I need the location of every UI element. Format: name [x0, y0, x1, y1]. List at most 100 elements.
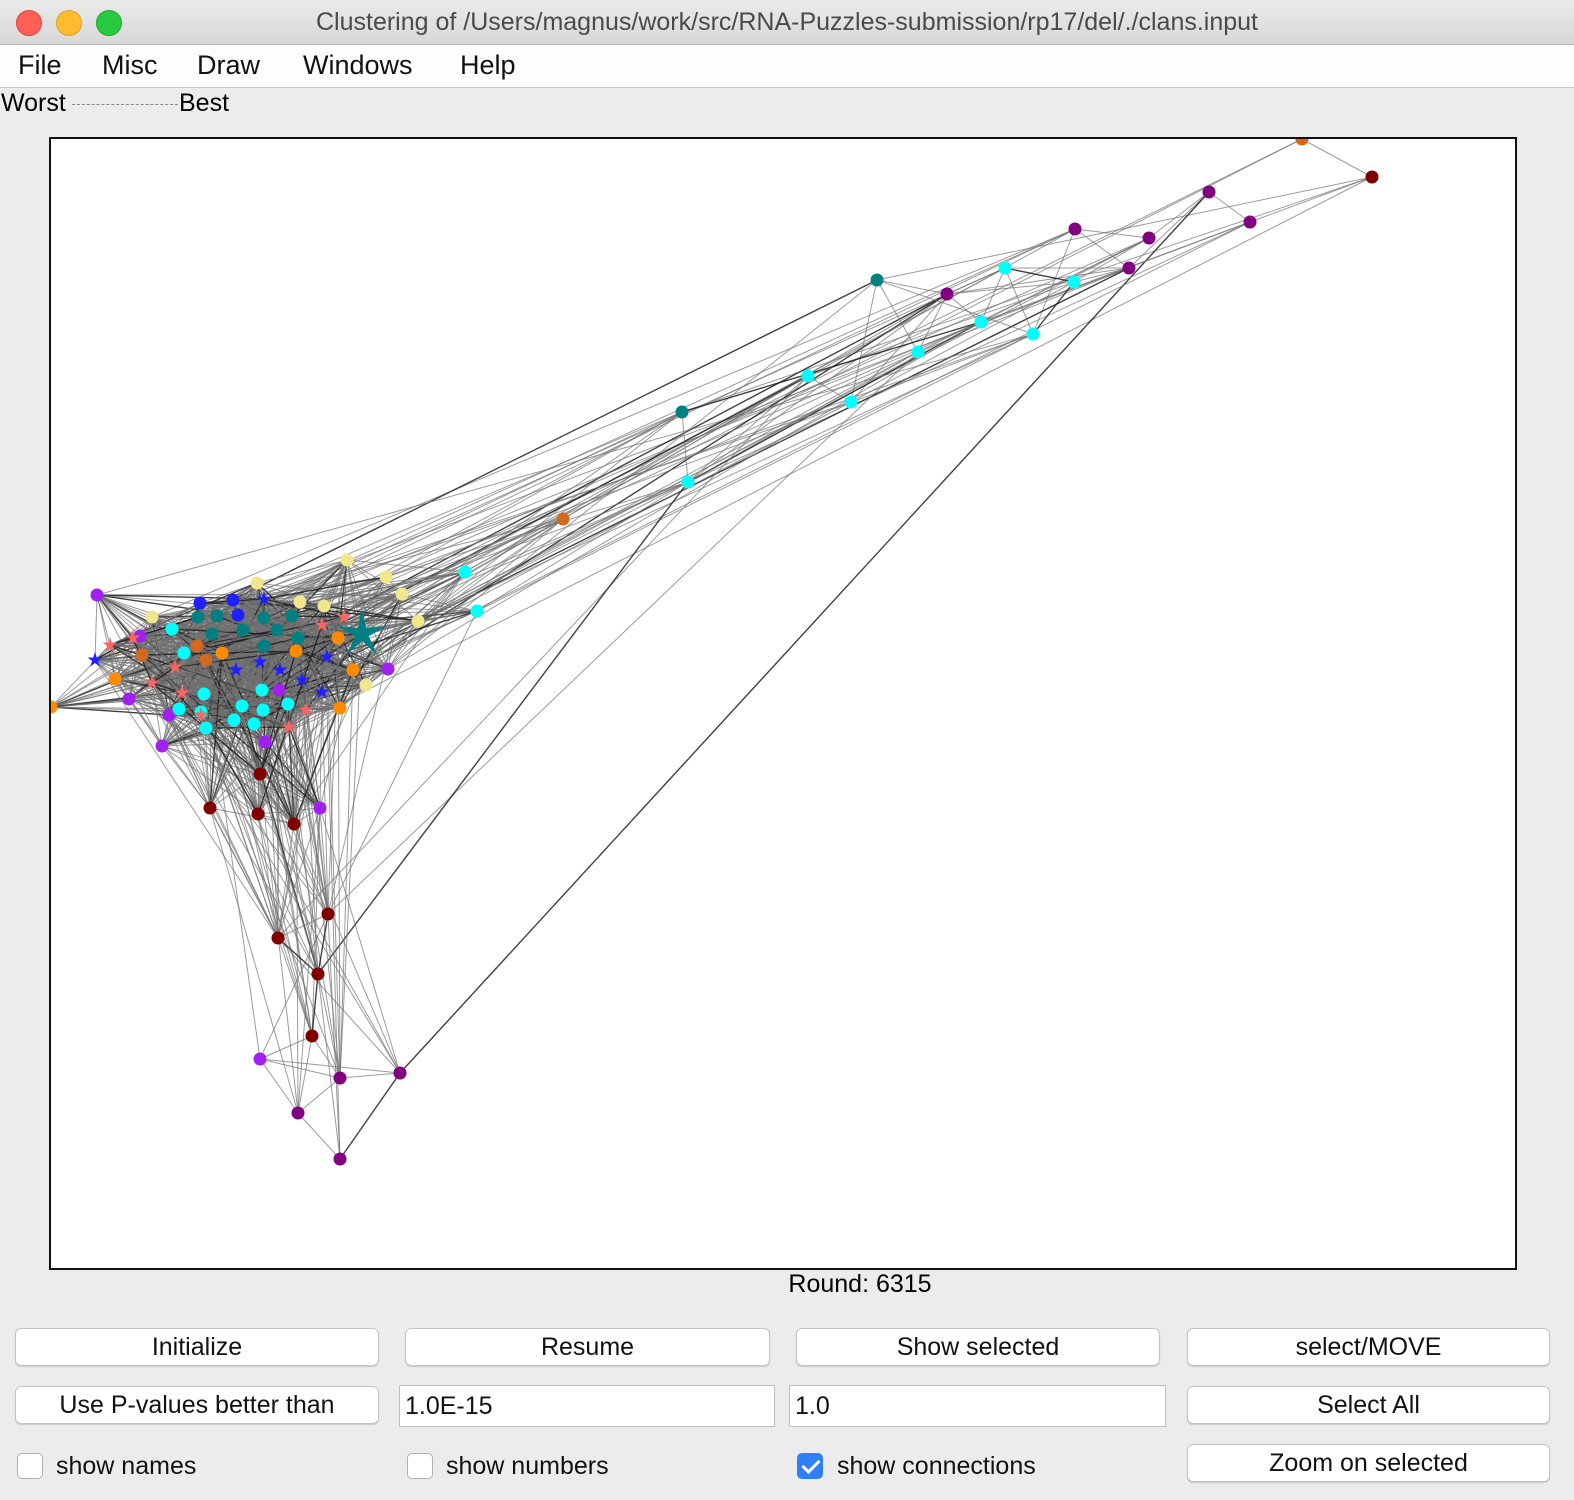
selected-node-star[interactable]	[125, 630, 141, 645]
sequence-node[interactable]	[177, 646, 191, 660]
selected-node-star[interactable]	[167, 659, 183, 674]
sequence-node[interactable]	[321, 907, 335, 921]
show-connections-checkbox[interactable]	[797, 1453, 823, 1479]
sequence-node[interactable]	[1202, 185, 1216, 199]
sequence-node[interactable]	[257, 639, 271, 653]
select-move-button[interactable]: select/MOVE	[1187, 1328, 1550, 1366]
sequence-nodes[interactable]	[51, 139, 1379, 1166]
sequence-node[interactable]	[235, 699, 249, 713]
sequence-node[interactable]	[205, 627, 219, 641]
sequence-node[interactable]	[165, 622, 179, 636]
sequence-node[interactable]	[311, 967, 325, 981]
use-pvalues-button[interactable]: Use P-values better than	[15, 1386, 379, 1424]
menu-file[interactable]: File	[18, 50, 62, 80]
sequence-node[interactable]	[870, 273, 884, 287]
selected-node-star[interactable]	[252, 654, 268, 669]
sequence-node[interactable]	[393, 1066, 407, 1080]
sequence-node[interactable]	[271, 931, 285, 945]
selected-node-star[interactable]	[319, 649, 335, 664]
sequence-node[interactable]	[90, 588, 104, 602]
sequence-node[interactable]	[272, 683, 286, 697]
sequence-node[interactable]	[1068, 222, 1082, 236]
sequence-node[interactable]	[675, 405, 689, 419]
sequence-node[interactable]	[333, 701, 347, 715]
sequence-node[interactable]	[145, 610, 159, 624]
sequence-node[interactable]	[247, 717, 261, 731]
sequence-node[interactable]	[359, 678, 373, 692]
selected-node-star[interactable]	[193, 707, 209, 722]
selected-node-star[interactable]	[272, 662, 288, 677]
sequence-node[interactable]	[395, 587, 409, 601]
show-names-checkbox[interactable]	[17, 1453, 43, 1479]
sequence-node[interactable]	[1243, 215, 1257, 229]
menu-draw[interactable]: Draw	[197, 50, 261, 80]
selected-node-star[interactable]	[281, 719, 297, 734]
close-window-button[interactable]	[16, 10, 42, 36]
sequence-node[interactable]	[281, 697, 295, 711]
maximize-window-button[interactable]	[96, 10, 122, 36]
selected-node-star[interactable]	[314, 684, 330, 699]
sequence-node[interactable]	[108, 672, 122, 686]
sequence-node[interactable]	[974, 315, 988, 329]
sequence-node[interactable]	[255, 683, 269, 697]
sequence-node[interactable]	[801, 369, 815, 383]
sequence-node[interactable]	[1026, 327, 1040, 341]
sequence-node[interactable]	[285, 609, 299, 623]
selected-node-star[interactable]	[144, 675, 160, 690]
selected-node-star[interactable]	[174, 685, 190, 700]
sequence-node[interactable]	[681, 475, 695, 489]
initialize-button[interactable]: Initialize	[15, 1328, 379, 1366]
sequence-node[interactable]	[346, 663, 360, 677]
selected-node-star[interactable]	[102, 637, 118, 652]
sequence-node[interactable]	[231, 608, 245, 622]
sequence-node[interactable]	[51, 700, 58, 714]
sequence-node[interactable]	[381, 662, 395, 676]
sequence-node[interactable]	[1067, 275, 1081, 289]
sequence-node[interactable]	[122, 692, 136, 706]
sequence-node[interactable]	[291, 631, 305, 645]
sequence-node[interactable]	[844, 395, 858, 409]
menu-help[interactable]: Help	[460, 50, 516, 80]
selected-node-star[interactable]	[87, 652, 103, 667]
sequence-node[interactable]	[293, 595, 307, 609]
sequence-node[interactable]	[250, 576, 264, 590]
cluster-graph-canvas[interactable]	[49, 137, 1517, 1270]
selected-node-star[interactable]	[294, 672, 310, 687]
sequence-node[interactable]	[193, 596, 207, 610]
sequence-node[interactable]	[1122, 261, 1136, 275]
sequence-node[interactable]	[470, 604, 484, 618]
sequence-node[interactable]	[1295, 139, 1309, 146]
pvalue-input[interactable]: 1.0E-15	[399, 1385, 775, 1427]
sequence-node[interactable]	[1365, 170, 1379, 184]
sequence-node[interactable]	[253, 1052, 267, 1066]
sequence-node[interactable]	[210, 609, 224, 623]
minimize-window-button[interactable]	[56, 10, 82, 36]
sequence-node[interactable]	[203, 801, 217, 815]
sequence-node[interactable]	[197, 687, 211, 701]
sequence-node[interactable]	[998, 261, 1012, 275]
zoom-on-selected-button[interactable]: Zoom on selected	[1187, 1444, 1550, 1482]
secondary-value-input[interactable]: 1.0	[789, 1385, 1166, 1427]
sequence-node[interactable]	[411, 614, 425, 628]
sequence-node[interactable]	[258, 735, 272, 749]
selected-node-star[interactable]	[336, 609, 352, 624]
sequence-node[interactable]	[305, 1029, 319, 1043]
sequence-node[interactable]	[556, 512, 570, 526]
resume-button[interactable]: Resume	[405, 1328, 770, 1366]
sequence-node[interactable]	[215, 646, 229, 660]
sequence-node[interactable]	[257, 611, 271, 625]
sequence-node[interactable]	[1142, 231, 1156, 245]
sequence-node[interactable]	[313, 801, 327, 815]
sequence-node[interactable]	[333, 1071, 347, 1085]
sequence-node[interactable]	[227, 713, 241, 727]
sequence-node[interactable]	[270, 623, 284, 637]
sequence-node[interactable]	[226, 593, 240, 607]
show-numbers-checkbox[interactable]	[407, 1453, 433, 1479]
sequence-node[interactable]	[253, 767, 267, 781]
sequence-node[interactable]	[236, 623, 250, 637]
sequence-node[interactable]	[162, 708, 176, 722]
sequence-node[interactable]	[191, 610, 205, 624]
sequence-node[interactable]	[172, 702, 186, 716]
menu-windows[interactable]: Windows	[303, 50, 413, 80]
sequence-node[interactable]	[379, 570, 393, 584]
